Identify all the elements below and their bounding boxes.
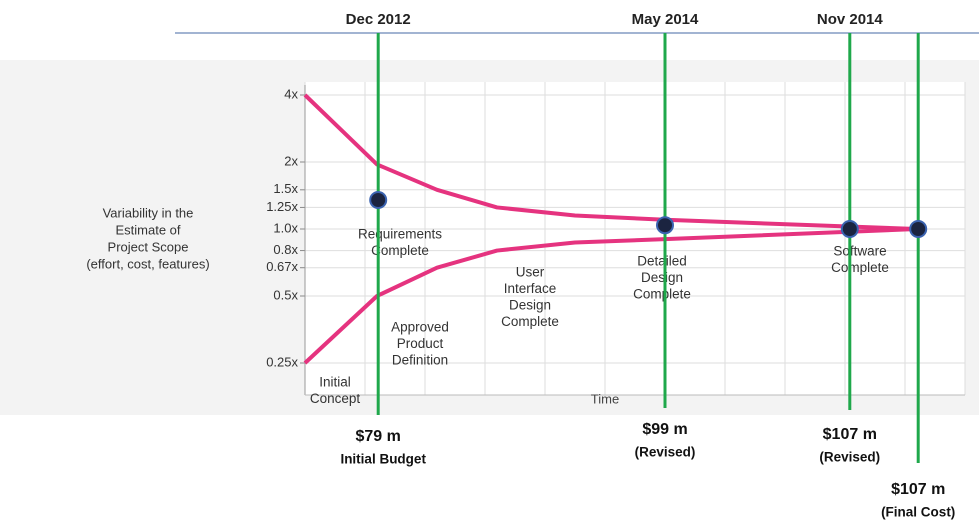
milestone-label: Design [509, 298, 551, 313]
milestone-label: Complete [831, 260, 889, 275]
milestone-label: Design [641, 270, 683, 285]
estimate-marker [656, 216, 674, 235]
budget-amount: $79 m [356, 428, 401, 445]
budget-amount: $107 m [891, 481, 945, 498]
estimate-marker [840, 220, 859, 238]
milestone-date: May 2014 [632, 11, 699, 28]
y-axis-label: Project Scope [108, 239, 189, 254]
milestone-label: Requirements [358, 227, 442, 242]
milestone-label: Definition [392, 353, 448, 368]
milestone-date: Nov 2014 [817, 11, 884, 28]
y-tick-label: 1.5x [273, 181, 298, 196]
milestone-label: Approved [391, 320, 449, 335]
estimate-marker [909, 220, 928, 238]
y-tick-label: 0.8x [273, 242, 298, 257]
budget-amount: $99 m [642, 421, 687, 438]
y-tick-label: 0.5x [273, 287, 298, 302]
estimate-marker [369, 190, 388, 209]
budget-note: (Revised) [635, 445, 696, 460]
budget-note: (Revised) [819, 450, 880, 465]
y-axis-label: Variability in the [103, 205, 194, 220]
y-tick-label: 4x [284, 86, 298, 101]
milestone-label: Complete [501, 314, 559, 329]
y-tick-label: 0.67x [266, 259, 298, 274]
y-tick-label: 1.0x [273, 220, 298, 235]
milestone-label: Complete [633, 287, 691, 302]
milestone-label: Initial [319, 375, 351, 390]
y-axis-label: (effort, cost, features) [86, 256, 209, 271]
milestone-label: Complete [371, 243, 429, 258]
milestone-date: Dec 2012 [346, 11, 411, 28]
milestone-label: Software [833, 244, 886, 259]
budget-note: Initial Budget [340, 452, 426, 467]
milestone-label: Product [397, 336, 444, 351]
budget-note: (Final Cost) [881, 505, 955, 520]
x-axis-label: Time [591, 391, 619, 406]
milestone-label: Concept [310, 391, 361, 406]
y-tick-label: 1.25x [266, 199, 298, 214]
milestone-label: Interface [504, 281, 557, 296]
budget-amount: $107 m [823, 426, 877, 443]
y-tick-label: 2x [284, 153, 298, 168]
milestone-label: User [516, 265, 545, 280]
y-tick-label: 0.25x [266, 354, 298, 369]
y-axis-label: Estimate of [115, 222, 180, 237]
milestone-label: Detailed [637, 254, 687, 269]
